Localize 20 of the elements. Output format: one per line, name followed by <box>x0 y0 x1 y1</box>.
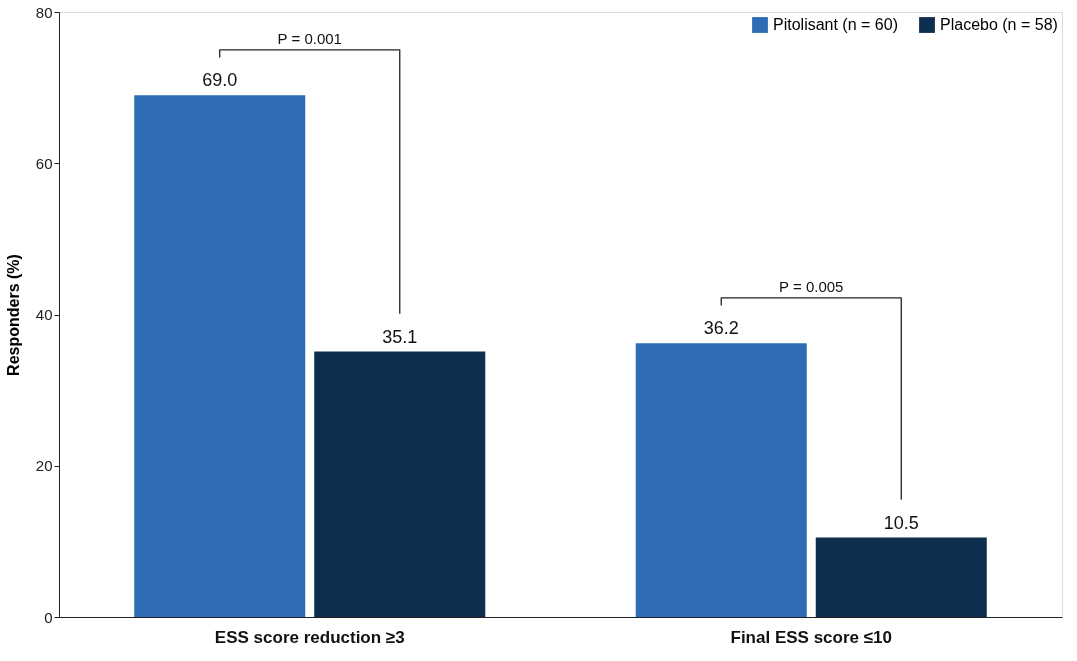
bar <box>134 95 306 617</box>
x-tick-label: ESS score reduction ≥3 <box>214 627 405 647</box>
y-tick-label: 60 <box>35 154 53 172</box>
legend-label: Placebo (n = 58) <box>940 16 1058 33</box>
legend-label: Pitolisant (n = 60) <box>773 16 898 33</box>
text: 10.5 <box>883 512 919 533</box>
y-tick-label: 20 <box>35 457 53 475</box>
x-tick-label: Final ESS score ≤10 <box>730 627 892 647</box>
bar <box>635 343 807 617</box>
text: 69.0 <box>202 70 238 91</box>
bar <box>815 537 987 617</box>
text: 35.1 <box>382 326 418 347</box>
y-tick-label: 0 <box>44 608 53 626</box>
annotation: P = 0.001 <box>277 29 342 47</box>
bar <box>314 351 486 617</box>
y-axis-title: Responders (%) <box>4 254 22 376</box>
y-tick-label: 80 <box>35 3 53 21</box>
y-tick-label: 40 <box>35 306 53 323</box>
annotation: P = 0.005 <box>779 277 844 295</box>
text: 36.2 <box>703 318 739 339</box>
